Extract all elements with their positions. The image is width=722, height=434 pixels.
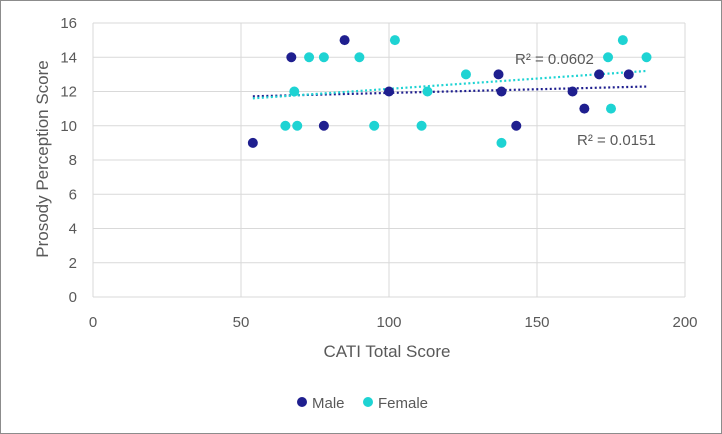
data-point-female <box>416 120 427 131</box>
data-point-female <box>318 52 329 63</box>
data-point-female <box>280 120 291 131</box>
data-point-male <box>567 86 578 97</box>
data-point-female <box>292 120 303 131</box>
legend-marker-male <box>297 397 307 407</box>
data-point-male <box>623 69 634 80</box>
x-tick-label: 50 <box>233 314 250 331</box>
data-point-male <box>384 86 394 97</box>
y-tick-label: 6 <box>69 186 77 203</box>
gridlines <box>92 22 686 298</box>
y-tick-label: 14 <box>60 49 77 66</box>
data-point-male <box>286 52 297 63</box>
data-point-female <box>460 69 471 80</box>
y-tick-label: 12 <box>60 84 77 101</box>
legend-marker-female <box>363 397 373 407</box>
data-point-female <box>304 52 315 63</box>
x-tick-label: 100 <box>376 314 401 331</box>
data-point-male <box>339 35 350 46</box>
trendline-female <box>252 69 647 100</box>
r-squared-label-female: R² = 0.0602 <box>515 51 594 68</box>
data-point-female <box>603 52 614 63</box>
data-point-male <box>318 120 329 131</box>
x-tick-label: 150 <box>524 314 549 331</box>
y-tick-label: 0 <box>69 289 77 306</box>
data-point-female <box>422 86 433 97</box>
data-point-female <box>496 137 507 148</box>
legend: Male Female <box>297 395 428 412</box>
data-point-male <box>496 86 507 97</box>
data-point-female <box>617 35 628 46</box>
data-point-female <box>354 52 365 63</box>
data-point-female <box>389 35 400 46</box>
y-tick-label: 8 <box>69 152 77 169</box>
x-tick-label: 200 <box>672 314 697 331</box>
data-points <box>247 35 652 148</box>
data-point-male <box>247 137 258 148</box>
data-point-female <box>606 103 616 114</box>
x-axis-title: CATI Total Score <box>324 342 451 361</box>
data-point-male <box>511 120 522 131</box>
legend-label-male: Male <box>312 395 345 412</box>
legend-label-female: Female <box>378 395 428 412</box>
data-point-female <box>369 120 380 131</box>
x-tick-label: 0 <box>89 314 97 331</box>
y-tick-label: 16 <box>60 15 77 32</box>
y-tick-label: 2 <box>69 255 77 272</box>
y-tick-label: 4 <box>69 221 77 238</box>
r-squared-label-male: R² = 0.0151 <box>577 132 656 149</box>
y-axis-title: Prosody Perception Score <box>33 60 52 258</box>
y-tick-label: 10 <box>60 118 77 135</box>
data-point-male <box>579 103 590 114</box>
axes: 0 2 4 6 8 10 12 14 16 0 50 100 150 200 <box>60 15 697 331</box>
data-point-female <box>289 86 300 97</box>
data-point-male <box>493 69 504 80</box>
data-point-female <box>641 52 652 63</box>
trendlines <box>252 69 647 100</box>
data-point-male <box>594 69 605 80</box>
